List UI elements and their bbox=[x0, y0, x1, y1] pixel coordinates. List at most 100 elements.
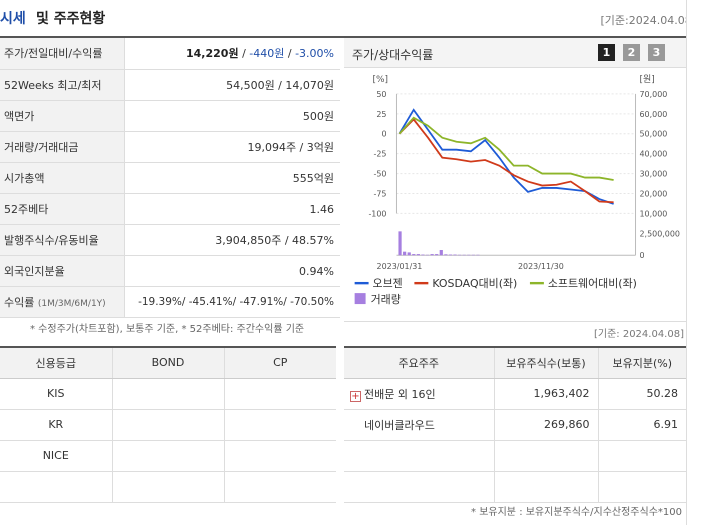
separator: / bbox=[238, 47, 250, 61]
returns-value: -19.39%/ -45.41%/ -47.91%/ -70.50% bbox=[124, 286, 340, 319]
volume-bar bbox=[407, 252, 411, 256]
cp-rating bbox=[223, 471, 336, 503]
vertical-scrollbar[interactable] bbox=[686, 0, 702, 525]
par-label: 액면가 bbox=[0, 100, 125, 132]
price-label: 주가/전일대비/수익률 bbox=[0, 38, 125, 70]
legend-label: 소프트웨어대비(좌) bbox=[548, 277, 637, 290]
volume-bar bbox=[439, 250, 443, 256]
volume-tick-label: 2,500,000 bbox=[640, 229, 680, 238]
volume-bar bbox=[403, 251, 407, 256]
footnote-holdings: * 보유지분 : 보유지분주식수/지수산정주식수*100 bbox=[471, 507, 682, 518]
left-tick-label: -50 bbox=[374, 170, 387, 179]
holder-shares: 269,860 bbox=[493, 409, 598, 441]
table-row: 시가총액 555억원 bbox=[0, 162, 340, 194]
cp-rating bbox=[223, 378, 336, 410]
agency-name: NICE bbox=[0, 440, 112, 472]
table-row bbox=[344, 440, 686, 472]
bond-rating bbox=[111, 378, 224, 410]
cp-rating bbox=[223, 409, 336, 441]
col-shares: 보유주식수(보통) bbox=[493, 346, 598, 379]
chart-page-2-button[interactable]: 2 bbox=[623, 44, 640, 61]
volume-bar bbox=[398, 231, 402, 256]
price-change: -440원 bbox=[249, 47, 285, 61]
foreign-label: 외국인지분율 bbox=[0, 255, 125, 288]
legend-label: 오브젠 bbox=[373, 277, 403, 290]
holder-shares bbox=[493, 471, 598, 503]
table-row bbox=[344, 471, 686, 503]
price-value: 14,220원 / -440원 / -3.00% bbox=[124, 38, 340, 70]
chart-page-1-button[interactable]: 1 bbox=[598, 44, 615, 61]
bond-rating bbox=[111, 440, 224, 472]
left-tick-label: -75 bbox=[374, 189, 387, 198]
shares-label: 발행주식수/유동비율 bbox=[0, 224, 125, 257]
returns-label-text: 수익률 bbox=[4, 296, 35, 310]
divider bbox=[0, 36, 688, 38]
agency-name: KIS bbox=[0, 378, 112, 410]
price-rate: -3.00% bbox=[295, 47, 334, 61]
right-tick-label: 60,000 bbox=[640, 110, 668, 119]
table-row: 수익률 (1M/3M/6M/1Y) -19.39%/ -45.41%/ -47.… bbox=[0, 286, 340, 319]
volume-bar bbox=[448, 254, 453, 256]
holder-name: 네이버클라우드 bbox=[344, 409, 494, 441]
right-tick-label: 30,000 bbox=[640, 170, 668, 179]
col-credit-rating: 신용등급 bbox=[0, 346, 112, 379]
legend-swatch bbox=[354, 293, 366, 305]
table-row: + 전배문 외 16인 1,963,402 50.28 bbox=[344, 378, 686, 410]
volume-bar bbox=[421, 254, 425, 256]
volume-bar bbox=[435, 254, 439, 256]
right-axis-unit: [원] bbox=[640, 74, 655, 85]
foreign-value: 0.94% bbox=[124, 255, 340, 288]
bond-rating bbox=[111, 471, 224, 503]
cp-rating bbox=[223, 440, 336, 472]
holder-pct bbox=[597, 440, 686, 472]
chart-page-3-button[interactable]: 3 bbox=[648, 44, 665, 61]
table-row: KR bbox=[0, 409, 336, 441]
range52-value: 54,500원 / 14,070원 bbox=[124, 69, 340, 101]
range52-label: 52Weeks 최고/최저 bbox=[0, 69, 125, 101]
series-line-0 bbox=[398, 108, 614, 205]
credit-rating-table: 신용등급 BOND CP KIS KR NICE bbox=[0, 346, 336, 503]
holder-name-text: 전배문 외 16인 bbox=[364, 387, 436, 401]
volume-label: 거래량/거래대금 bbox=[0, 131, 125, 163]
table-row: 52Weeks 최고/최저 54,500원 / 14,070원 bbox=[0, 69, 340, 101]
major-shareholders-table: 주요주주 보유주식수(보통) 보유지분(%) + 전배문 외 16인 1,963,… bbox=[344, 346, 686, 503]
bond-rating bbox=[111, 409, 224, 441]
separator: / bbox=[284, 47, 296, 61]
section-title-price[interactable]: 시세 bbox=[0, 11, 26, 27]
holder-name bbox=[344, 440, 494, 472]
beta-value: 1.46 bbox=[124, 193, 340, 226]
as-of-date: [기준:2024.04.08] bbox=[600, 14, 696, 27]
table-row: NICE bbox=[0, 440, 336, 472]
table-row bbox=[0, 471, 336, 503]
left-tick-label: -25 bbox=[374, 150, 387, 159]
volume-bar bbox=[416, 254, 420, 256]
holder-pct: 50.28 bbox=[597, 378, 686, 410]
as-of-date-2: [기준: 2024.04.08] bbox=[593, 329, 684, 340]
series-line-2 bbox=[398, 116, 614, 181]
table-row: 주가/전일대비/수익률 14,220원 / -440원 / -3.00% bbox=[0, 38, 340, 70]
section-title-shareholders: 및 주주현황 bbox=[36, 11, 106, 27]
right-tick-label: 70,000 bbox=[640, 90, 668, 99]
table-row: 거래량/거래대금 19,094주 / 3억원 bbox=[0, 131, 340, 163]
returns-label-sub: (1M/3M/6M/1Y) bbox=[37, 299, 106, 310]
expand-plus-icon[interactable]: + bbox=[350, 390, 361, 402]
table-row: 발행주식수/유동비율 3,904,850주 / 48.57% bbox=[0, 224, 340, 257]
holder-name bbox=[344, 471, 494, 503]
volume-tick-label: 0 bbox=[640, 251, 645, 260]
legend-label: 거래량 bbox=[371, 293, 401, 306]
left-tick-label: 0 bbox=[381, 130, 386, 139]
shares-value: 3,904,850주 / 48.57% bbox=[124, 224, 340, 257]
holder-shares bbox=[493, 440, 598, 472]
right-tick-label: 40,000 bbox=[640, 150, 668, 159]
table-row: 액면가 500원 bbox=[0, 100, 340, 132]
series-line-1 bbox=[398, 118, 614, 204]
agency-name: KR bbox=[0, 409, 112, 441]
left-tick-label: -100 bbox=[368, 209, 386, 218]
right-tick-label: 50,000 bbox=[640, 130, 668, 139]
beta-label: 52주베타 bbox=[0, 193, 125, 226]
holder-name: + 전배문 외 16인 bbox=[344, 378, 494, 410]
table-row: 외국인지분율 0.94% bbox=[0, 255, 340, 288]
footnote-price: * 수정주가(차트포함), 보통주 기준, * 52주베타: 주간수익률 기준 bbox=[30, 324, 305, 335]
volume-bar bbox=[453, 254, 457, 256]
col-holder: 주요주주 bbox=[344, 346, 494, 379]
